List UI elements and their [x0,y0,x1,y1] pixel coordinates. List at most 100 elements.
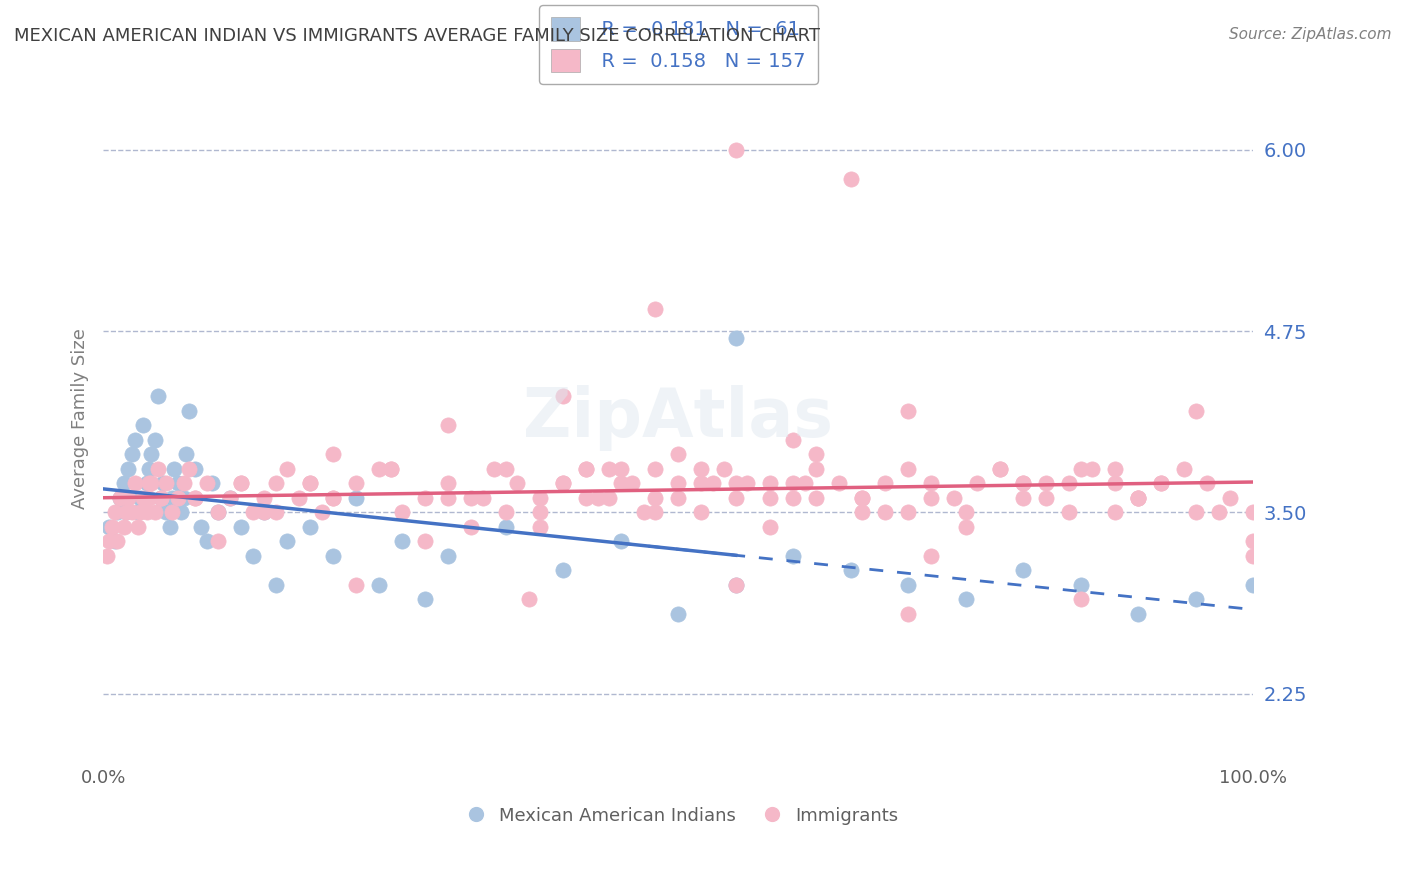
Point [553,564,575,578]
Point [167,476,190,491]
Point [875,506,897,520]
Point [782,549,804,563]
Point [195,534,218,549]
Point [1128,491,1150,505]
Point [621,476,644,491]
Point [1241,549,1264,563]
Point [851,491,873,505]
Point [666,491,689,505]
Point [127,506,149,520]
Point [97,534,120,549]
Point [1128,491,1150,505]
Point [1208,506,1230,520]
Point [782,491,804,505]
Point [413,592,436,607]
Point [633,506,655,520]
Point [851,491,873,505]
Point [121,448,143,462]
Point [184,491,207,505]
Point [218,491,240,505]
Point [149,491,172,505]
Point [149,491,172,505]
Point [163,462,186,476]
Point [264,476,287,491]
Point [160,506,183,520]
Point [724,143,747,157]
Point [231,476,253,491]
Point [1241,534,1264,549]
Point [1012,491,1035,505]
Point [218,491,240,505]
Point [167,491,190,505]
Point [610,534,633,549]
Point [141,476,163,491]
Point [1035,476,1057,491]
Point [598,491,620,505]
Point [1035,491,1057,505]
Point [1104,476,1126,491]
Point [101,520,124,534]
Point [988,462,1011,476]
Point [666,607,689,621]
Point [644,506,666,520]
Point [344,578,367,592]
Point [610,476,633,491]
Point [170,506,193,520]
Point [553,389,575,403]
Point [135,476,157,491]
Point [897,578,920,592]
Point [105,534,128,549]
Point [724,491,747,505]
Point [529,520,551,534]
Point [1185,506,1208,520]
Point [713,462,735,476]
Point [920,476,942,491]
Point [148,389,170,403]
Point [207,506,229,520]
Point [1128,491,1150,505]
Point [955,592,977,607]
Point [793,476,815,491]
Point [132,491,155,505]
Text: MEXICAN AMERICAN INDIAN VS IMMIGRANTS AVERAGE FAMILY SIZE CORRELATION CHART: MEXICAN AMERICAN INDIAN VS IMMIGRANTS AV… [14,27,820,45]
Point [110,491,132,505]
Point [724,578,747,592]
Point [173,476,195,491]
Point [112,520,135,534]
Point [828,476,851,491]
Point [920,549,942,563]
Point [124,476,146,491]
Point [1012,476,1035,491]
Point [231,520,253,534]
Point [506,476,529,491]
Point [839,172,862,186]
Point [875,476,897,491]
Point [759,476,782,491]
Point [413,491,436,505]
Point [135,506,157,520]
Point [276,534,298,549]
Point [264,506,287,520]
Point [138,462,160,476]
Point [1197,476,1219,491]
Point [1185,404,1208,418]
Point [1081,462,1104,476]
Point [897,506,920,520]
Point [495,506,517,520]
Point [553,476,575,491]
Point [724,578,747,592]
Point [437,549,460,563]
Point [1012,564,1035,578]
Point [115,506,138,520]
Point [413,534,436,549]
Point [690,476,713,491]
Point [644,462,666,476]
Point [1070,578,1092,592]
Point [368,462,391,476]
Point [322,491,344,505]
Point [299,520,322,534]
Point [368,578,391,592]
Point [586,491,609,505]
Point [471,491,494,505]
Point [391,506,413,520]
